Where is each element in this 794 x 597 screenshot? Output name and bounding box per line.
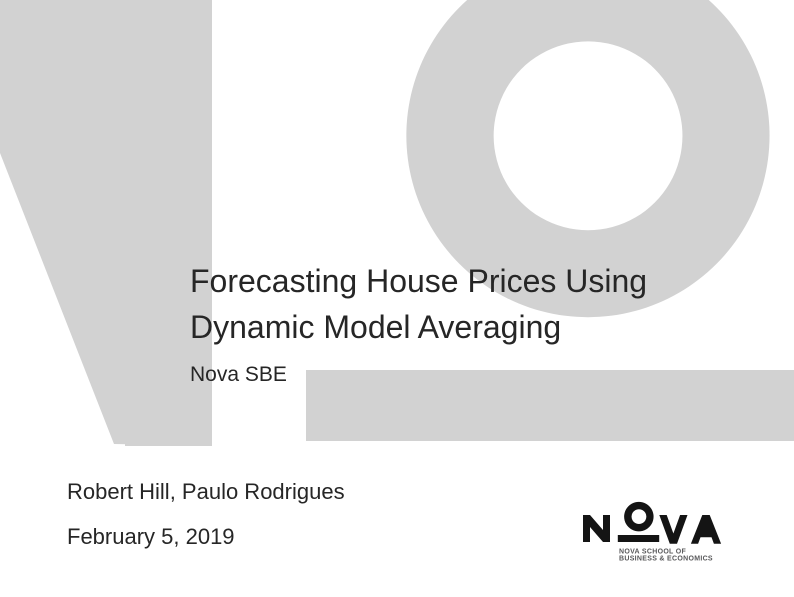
svg-text:NOVA SCHOOL OF: NOVA SCHOOL OF	[619, 548, 686, 555]
svg-text:BUSINESS & ECONOMICS: BUSINESS & ECONOMICS	[619, 556, 713, 563]
